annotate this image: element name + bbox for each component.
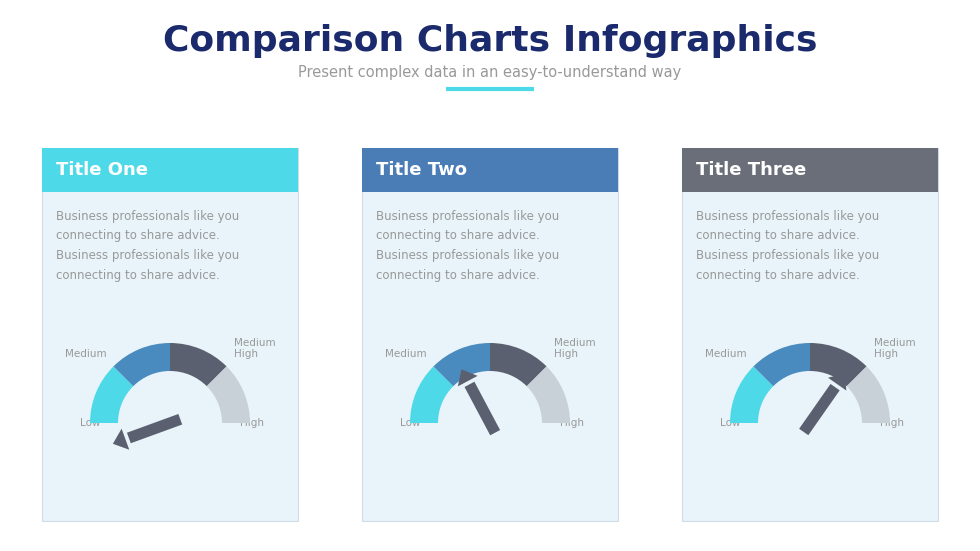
FancyBboxPatch shape [362, 148, 618, 192]
Text: High: High [880, 418, 904, 428]
FancyBboxPatch shape [362, 148, 618, 521]
Wedge shape [410, 366, 453, 423]
Text: Medium: Medium [65, 349, 107, 359]
Polygon shape [458, 369, 477, 386]
FancyBboxPatch shape [42, 148, 298, 521]
Wedge shape [433, 343, 490, 386]
Text: Low: Low [719, 418, 740, 428]
FancyBboxPatch shape [42, 148, 298, 192]
Text: Business professionals like you
connecting to share advice.
Business professiona: Business professionals like you connecti… [56, 210, 239, 282]
Polygon shape [828, 373, 847, 391]
Wedge shape [527, 366, 570, 423]
Text: Comparison Charts Infographics: Comparison Charts Infographics [163, 24, 817, 58]
Polygon shape [127, 414, 182, 443]
Wedge shape [170, 343, 226, 386]
Text: Title Three: Title Three [696, 161, 807, 179]
Text: Medium
High: Medium High [233, 338, 275, 359]
Polygon shape [113, 429, 129, 450]
Text: High: High [240, 418, 264, 428]
FancyBboxPatch shape [682, 148, 938, 192]
Text: Business professionals like you
connecting to share advice.
Business professiona: Business professionals like you connecti… [376, 210, 560, 282]
Text: Business professionals like you
connecting to share advice.
Business professiona: Business professionals like you connecti… [696, 210, 879, 282]
Text: High: High [560, 418, 584, 428]
FancyBboxPatch shape [682, 148, 938, 521]
Text: Medium
High: Medium High [873, 338, 915, 359]
Wedge shape [207, 366, 250, 423]
Text: Title One: Title One [56, 161, 148, 179]
Wedge shape [90, 366, 133, 423]
Wedge shape [810, 343, 866, 386]
Polygon shape [799, 384, 840, 435]
Text: Medium
High: Medium High [554, 338, 595, 359]
Wedge shape [847, 366, 890, 423]
Text: Present complex data in an easy-to-understand way: Present complex data in an easy-to-under… [298, 66, 682, 80]
Text: Low: Low [79, 418, 100, 428]
Text: Medium: Medium [705, 349, 747, 359]
Wedge shape [730, 366, 773, 423]
Polygon shape [465, 382, 500, 435]
Wedge shape [114, 343, 170, 386]
Text: Title Two: Title Two [376, 161, 467, 179]
Text: Medium: Medium [385, 349, 426, 359]
Wedge shape [754, 343, 810, 386]
Wedge shape [490, 343, 547, 386]
Text: Low: Low [400, 418, 420, 428]
